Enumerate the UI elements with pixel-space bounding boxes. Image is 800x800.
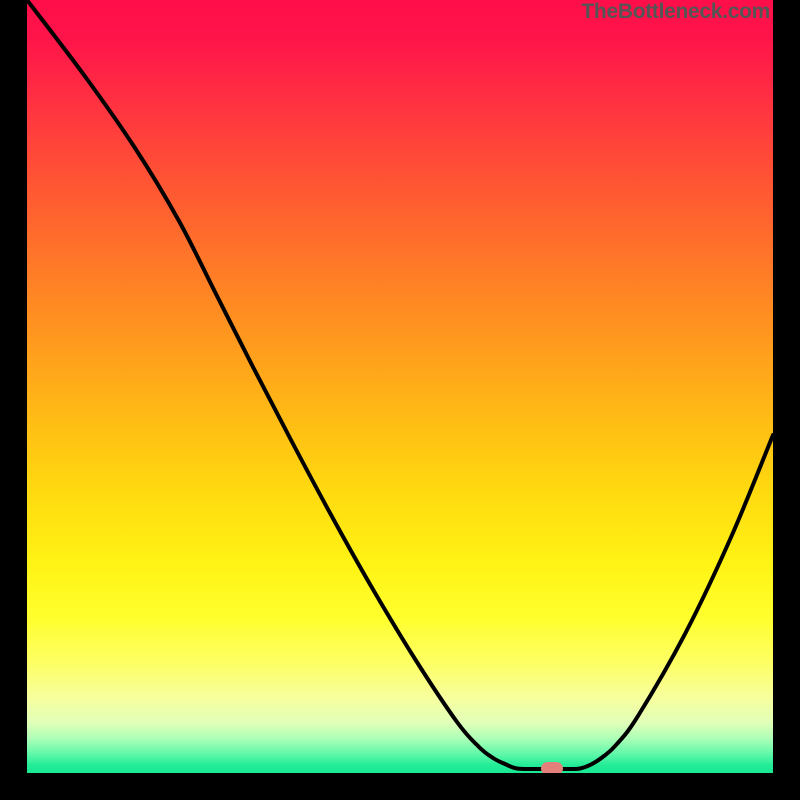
bottleneck-curve (27, 0, 773, 773)
axis-border-right (773, 0, 800, 800)
axis-border-left (0, 0, 27, 800)
axis-border-bottom (0, 773, 800, 800)
plot-area (27, 0, 773, 773)
chart-container: TheBottleneck.com (0, 0, 800, 800)
watermark-text: TheBottleneck.com (581, 0, 770, 24)
